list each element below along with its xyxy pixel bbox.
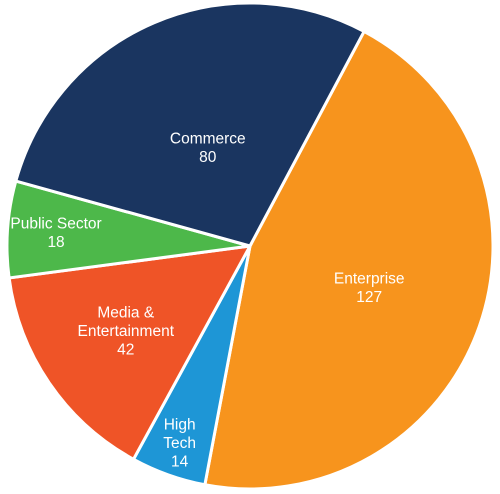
slice-label-commerce: Commerce 80 (170, 131, 246, 167)
pie-slice-media-and-entertainment (7, 244, 253, 462)
slice-name-label: Public Sector (10, 215, 101, 232)
slice-name-label: Entertainment (78, 323, 175, 340)
slice-value-label: 14 (171, 453, 189, 470)
slice-name-label: Enterprise (334, 271, 405, 288)
slice-name-label: Tech (163, 435, 196, 452)
slice-value-label: 18 (47, 234, 64, 251)
slice-label-public-sector: Public Sector 18 (10, 215, 101, 251)
slice-value-label: 127 (356, 289, 382, 306)
slice-name-label: High (164, 416, 196, 433)
slice-name-label: Media & (97, 305, 155, 322)
slice-value-label: 42 (117, 342, 134, 359)
pie-slice-commerce (14, 1, 367, 248)
slice-value-label: 80 (199, 149, 217, 166)
slice-label-media-and-entertainment: Media & Entertainment 42 (78, 305, 175, 359)
labels-layer: Enterprise 127 High Tech 14 Media & Entertainm… (10, 131, 404, 471)
slice-label-high-tech: High Tech 14 (163, 416, 196, 470)
slice-label-enterprise: Enterprise 127 (334, 271, 405, 307)
slices-layer (5, 1, 495, 491)
pie-slice-enterprise (203, 29, 495, 491)
slice-name-label: Commerce (170, 131, 246, 148)
